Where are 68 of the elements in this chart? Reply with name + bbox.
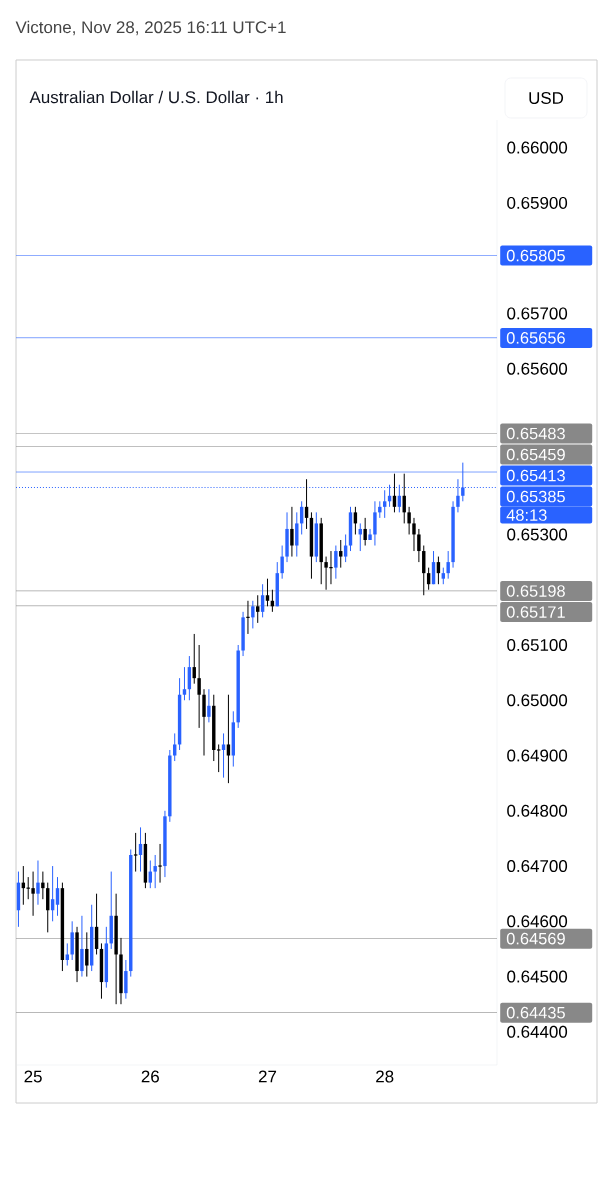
x-tick-label: 27 (258, 1070, 277, 1083)
candlestick (207, 688, 211, 723)
ref-line-label: 0.65385 (506, 490, 565, 503)
ref-line-label: 0.65805 (506, 249, 565, 262)
candlestick (133, 832, 138, 873)
candlestick (363, 517, 367, 547)
candlestick (290, 506, 294, 558)
candlestick (182, 666, 187, 701)
ref-line-label: 0.65483 (506, 427, 565, 440)
candlestick (31, 871, 35, 917)
candlestick (446, 550, 450, 580)
ref-line-label: 0.65656 (506, 332, 565, 344)
candlestick (256, 594, 260, 624)
ref-line-label: 0.64569 (506, 932, 565, 945)
candlestick (295, 511, 299, 558)
candlestick (339, 539, 343, 569)
candlestick (226, 694, 231, 784)
candlestick (265, 578, 270, 607)
y-tick-label: 0.66000 (507, 141, 568, 154)
ref-line-label: 0.65413 (506, 469, 565, 482)
y-axis-title: USD (529, 91, 564, 104)
candlestick (65, 942, 69, 967)
y-tick-label: 0.64700 (507, 860, 568, 873)
candlestick (251, 600, 255, 629)
ref-line-label: 0.65171 (506, 606, 565, 618)
y-tick-label: 0.65300 (507, 528, 568, 541)
candlestick (197, 644, 201, 729)
chart-title: Australian Dollar / U.S. Dollar · 1h (29, 90, 283, 104)
candlestick (407, 506, 411, 535)
candlestick (280, 545, 284, 580)
candlestick (216, 743, 221, 773)
ref-line-label: 0.65459 (506, 448, 565, 461)
candlestick (245, 600, 251, 635)
candlestick (373, 500, 377, 547)
y-tick-label: 0.65700 (507, 307, 568, 320)
y-tick-label: 0.65100 (507, 639, 568, 651)
candlestick (85, 931, 89, 978)
y-tick-label: 0.64800 (507, 804, 568, 817)
candlestick (202, 688, 206, 757)
chart-subtitle: Victone, Nov 28, 2025 16:11 UTC+1 (15, 20, 286, 36)
x-tick-label: 25 (24, 1070, 42, 1083)
candlestick (153, 854, 157, 889)
candlestick (157, 843, 163, 884)
candlestick (221, 732, 226, 779)
candlestick (382, 489, 387, 519)
y-tick-label: 0.64600 (507, 915, 568, 928)
y-tick-label: 0.65000 (507, 694, 568, 707)
ref-line-label: 0.64435 (506, 1006, 565, 1019)
y-tick-label: 0.64500 (507, 970, 568, 983)
candlestick (41, 871, 45, 900)
candlestick (36, 860, 40, 906)
candlestick (328, 550, 334, 585)
x-tick-label: 28 (376, 1070, 394, 1083)
candlestick (368, 528, 372, 541)
text: 48:13 (506, 509, 547, 521)
candlestick (412, 517, 416, 552)
candlestick (173, 732, 177, 762)
y-tick-label: 0.65600 (507, 362, 568, 375)
y-tick-label: 0.64400 (507, 1025, 568, 1038)
candlestick (417, 528, 421, 563)
candlestick (124, 959, 128, 1000)
y-tick-label: 0.65900 (507, 196, 568, 209)
x-tick-label: 26 (141, 1070, 159, 1083)
candlestick (70, 920, 74, 961)
y-tick-label: 0.64900 (507, 749, 568, 762)
ref-line-label: 0.65198 (506, 585, 565, 597)
candlestick (334, 545, 338, 580)
candlestick (80, 915, 84, 978)
